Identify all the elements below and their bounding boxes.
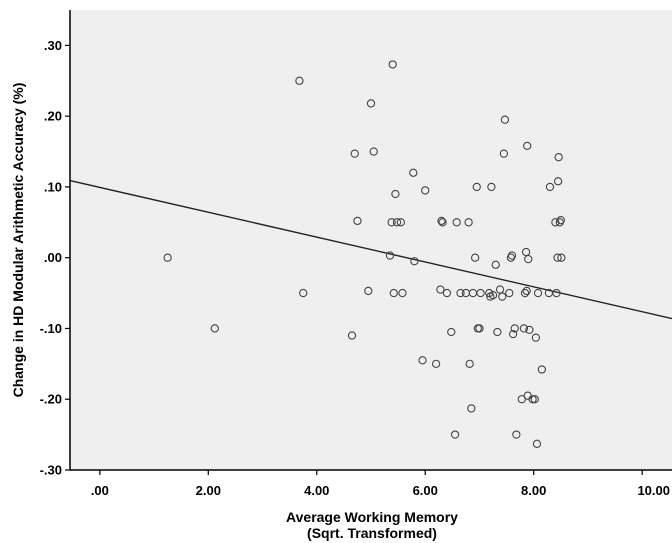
scatter-point [472,182,481,192]
scatter-point [556,216,565,225]
scatter-point [452,218,461,227]
scatter-point [398,288,407,298]
scatter-point [488,291,498,300]
y-tick-label: -.10 [40,321,62,336]
y-tick-label: -.20 [40,392,62,407]
scatter-point [487,182,496,192]
scatter-point [524,254,533,264]
axes [69,10,672,471]
scatter-point [364,286,373,296]
scatter-point [396,218,405,227]
scatter-point [510,324,519,333]
scatter-point [431,359,441,368]
x-axis-title-line2: (Sqrt. Transformed) [307,525,437,541]
scatter-point [437,216,446,226]
scatter-point [528,395,537,404]
scatter-point [418,356,427,365]
scatter-point [517,395,526,404]
scatter-point [385,251,395,260]
scatter-point [505,288,514,298]
scatter-point [475,324,484,333]
scatter-point [553,253,562,262]
y-axis-title: Change in HD Modular Arithmetic Accuracy… [10,83,26,398]
scatter-point [210,324,219,333]
scatter-point [389,288,398,298]
x-tick-label: 2.00 [196,483,221,498]
scatter-point [347,331,357,340]
scatter-point [507,251,517,260]
scatter-point [295,76,304,85]
scatter-point [465,359,474,368]
scatter-point [520,288,530,298]
scatter-point [537,365,546,374]
scatter-point [530,395,539,404]
scatter-point [500,115,510,124]
scatter-point [476,288,485,298]
scatter-point [522,286,531,296]
scatter-point [551,218,560,227]
y-tick-label: .10 [44,179,62,194]
scatter-point [508,329,518,339]
scatter-point [369,147,378,156]
scatter-point [531,333,541,342]
scatter-point [464,218,473,227]
y-tick-label: .00 [44,250,62,265]
scatter-point [519,324,529,333]
y-tick-label: .30 [44,38,62,53]
scatter-point [498,292,507,301]
data-marks [69,60,672,448]
scatter-point [442,288,452,298]
scatter-point [421,186,430,195]
scatter-point [525,325,534,335]
scatter-point [299,288,308,298]
scatter-point [366,99,376,108]
scatter-point [557,253,566,262]
scatter-point [470,253,480,262]
scatter-point [523,141,532,151]
scatter-point [350,149,359,158]
fit-line [69,179,672,320]
x-tick-label: 10.00 [637,483,670,498]
scatter-point [467,404,476,413]
x-axis-title: Average Working Memory [286,509,458,525]
scatter-point [456,288,465,298]
y-tick-label: .20 [44,109,62,124]
scatter-point [532,439,542,448]
y-tick-label: -.30 [40,463,62,478]
x-tick-label: .00 [91,483,109,498]
scatter-point [553,177,563,186]
scatter-point [552,288,561,298]
scatter-point [491,260,500,269]
scatter-point [436,285,445,294]
scatter-point [163,253,172,262]
ticks: -.30 -.20 -.10 .00 .10 .20 .30 .00 2.00 4.00 6.00 8… [40,38,670,498]
scatter-point [387,218,396,227]
scatter-point [554,153,563,162]
scatter-point [353,216,362,226]
scatter-point [512,430,521,439]
scatter-point [493,327,502,337]
scatter-point [409,168,418,177]
scatter-point [388,60,397,69]
scatter-point [438,218,447,227]
plot-area [70,10,672,470]
scatter-point [447,327,456,337]
scatter-point [410,257,419,266]
x-tick-label: 8.00 [521,483,546,498]
x-tick-label: 4.00 [304,483,329,498]
scatter-point [499,149,509,158]
scatter-point [450,430,460,439]
scatter-point [392,218,402,227]
x-tick-label: 6.00 [413,483,438,498]
scatter-point [391,189,400,199]
scatter-point [533,288,543,298]
scatter-point [545,182,555,192]
